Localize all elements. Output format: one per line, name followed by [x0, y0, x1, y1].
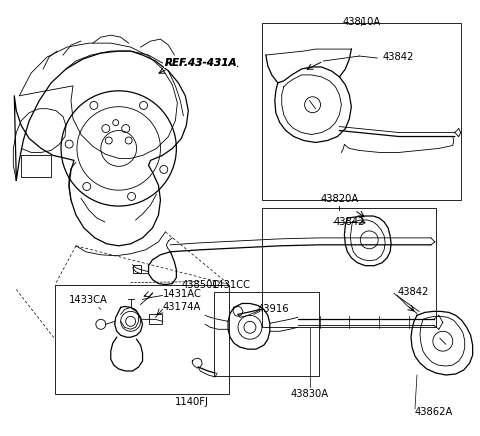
- Bar: [214, 292, 319, 376]
- Bar: [262, 208, 436, 327]
- Bar: [262, 23, 461, 200]
- Text: 1140FJ: 1140FJ: [175, 397, 209, 407]
- Text: 43916: 43916: [258, 304, 289, 314]
- Text: 43810A: 43810A: [342, 17, 381, 27]
- Bar: [21, 155, 51, 177]
- Text: REF.43-431A: REF.43-431A: [165, 58, 237, 68]
- Text: 1431CC: 1431CC: [212, 279, 251, 290]
- Bar: [148, 314, 162, 324]
- Text: REF.43-431A: REF.43-431A: [165, 58, 237, 68]
- Bar: [132, 265, 141, 272]
- Text: 43842: 43842: [382, 52, 414, 62]
- Text: 43862A: 43862A: [415, 407, 453, 417]
- Bar: [55, 285, 229, 394]
- Text: 43830A: 43830A: [290, 389, 329, 399]
- Text: 1433CA: 1433CA: [69, 294, 108, 304]
- Text: 1431AC: 1431AC: [162, 289, 201, 299]
- Text: 43842: 43842: [397, 286, 429, 296]
- Text: 43174A: 43174A: [162, 303, 201, 313]
- Text: 43820A: 43820A: [320, 194, 359, 204]
- Text: 43850C: 43850C: [181, 279, 219, 290]
- Text: 43842: 43842: [334, 217, 365, 227]
